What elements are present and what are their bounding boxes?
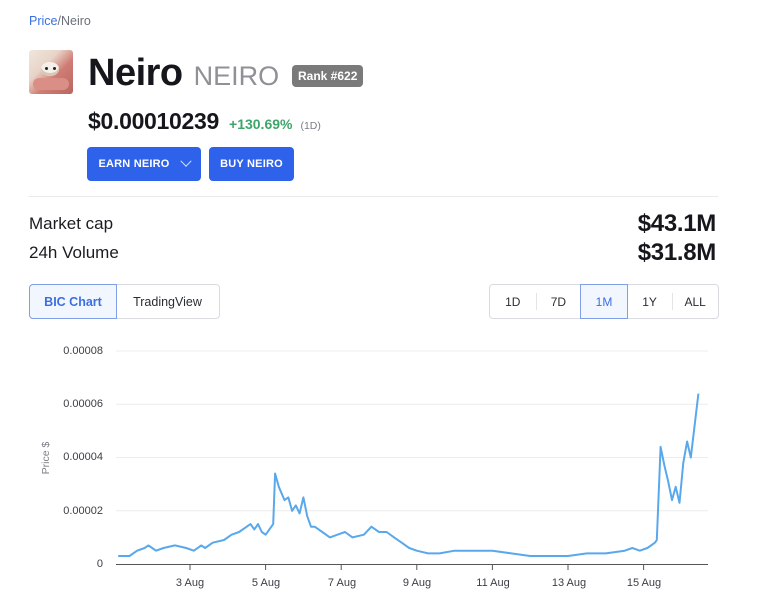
x-tick: 11 Aug [476, 577, 510, 589]
market-cap-value: $43.1M [637, 210, 717, 237]
range-tabs: 1D 7D 1M 1Y ALL [489, 284, 719, 319]
tab-bic-chart[interactable]: BIC Chart [29, 284, 117, 319]
range-1m-label: 1M [595, 294, 613, 309]
rank-badge: Rank #622 [292, 65, 364, 87]
current-price: $0.00010239 [88, 108, 220, 134]
divider [29, 196, 718, 197]
range-1y[interactable]: 1Y [627, 285, 673, 318]
x-tick: 7 Aug [327, 577, 357, 589]
price-change: +130.69% [229, 116, 293, 132]
volume-label: 24h Volume [29, 243, 119, 262]
range-7d[interactable]: 7D [535, 285, 582, 318]
coin-title: Neiro NEIRO [88, 52, 279, 95]
earn-button[interactable]: EARN NEIRO [87, 147, 201, 181]
x-tick: 5 Aug [251, 577, 281, 589]
price-line [118, 393, 700, 557]
x-tick: 15 Aug [626, 577, 662, 589]
y-tick: 0.00004 [63, 451, 103, 463]
coin-symbol: NEIRO [193, 61, 280, 91]
tab-tradingview[interactable]: TradingView [133, 294, 202, 309]
range-all[interactable]: ALL [672, 285, 718, 318]
breadcrumb-price-link[interactable]: Price [29, 14, 58, 28]
y-tick: 0 [96, 558, 103, 570]
volume-value: $31.8M [637, 239, 717, 266]
chart-type-tabs: BIC Chart TradingView [29, 284, 220, 319]
range-all-label: ALL [684, 294, 706, 309]
x-tick: 13 Aug [551, 577, 587, 589]
range-1y-label: 1Y [642, 294, 657, 309]
change-period: (1D) [300, 120, 321, 132]
buy-button[interactable]: BUY NEIRO [209, 147, 294, 181]
breadcrumb-current: Neiro [60, 14, 91, 28]
range-7d-label: 7D [550, 294, 567, 309]
breadcrumb-separator: / [57, 14, 61, 28]
price-row: $0.00010239 +130.69% (1D) [88, 108, 321, 135]
buy-button-label: BUY NEIRO [220, 158, 283, 170]
y-tick: 0.00002 [63, 505, 103, 517]
x-tick: 9 Aug [402, 577, 432, 589]
y-tick: 0.00008 [63, 345, 103, 357]
coin-logo [29, 50, 73, 94]
market-cap-label: Market cap [29, 214, 114, 233]
grid-lines [116, 350, 708, 512]
x-ticks [189, 564, 645, 570]
breadcrumb: Price/Neiro [29, 14, 91, 28]
x-tick: 3 Aug [175, 577, 205, 589]
range-1d-label: 1D [505, 294, 521, 309]
earn-button-label: EARN NEIRO [98, 158, 170, 170]
y-tick: 0.00006 [63, 398, 103, 410]
coin-name: Neiro [88, 52, 183, 94]
range-1d[interactable]: 1D [490, 285, 536, 318]
range-1m[interactable]: 1M [580, 284, 628, 319]
